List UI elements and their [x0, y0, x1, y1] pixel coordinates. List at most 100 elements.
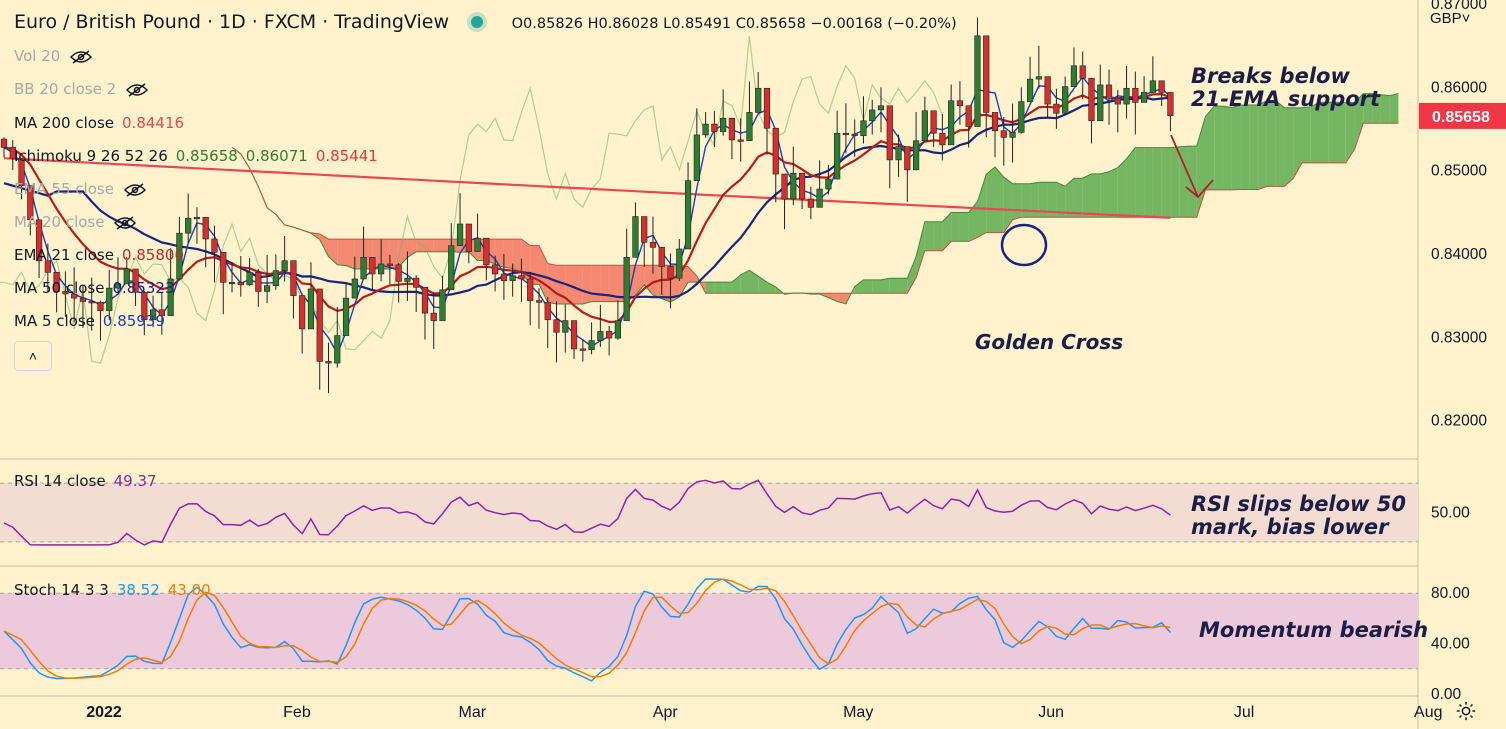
legend-ichimoku[interactable]: Ichimoku 9 26 52 26 0.85658 0.86071 0.85441 — [14, 147, 378, 165]
rsi-line — [3, 479, 1171, 546]
legend-ema55[interactable]: EMA 55 close — [14, 180, 146, 198]
candle-up — [746, 112, 753, 142]
legend-ma50-value: 0.85323 — [112, 279, 175, 297]
price-pane[interactable] — [0, 17, 1418, 567]
legend-ma5[interactable]: MA 5 close 0.85939 — [14, 312, 165, 330]
candle-up — [912, 140, 920, 171]
time-axis[interactable]: 2022 Feb Mar Apr May Jun Jul Aug — [0, 695, 1443, 721]
legend-stoch-label: Stoch 14 3 3 — [14, 581, 109, 599]
cloud-bull-segment — [1038, 182, 1048, 218]
candle-up — [1141, 92, 1148, 103]
legend-stoch-k: 38.52 — [116, 581, 160, 599]
ohlc-close: C0.85658 — [735, 16, 806, 32]
cloud-bull-segment — [1187, 146, 1197, 218]
cloud-bull-segment — [1319, 102, 1329, 163]
cloud-bull-segment — [1012, 183, 1022, 220]
last-price-tag — [1419, 102, 1506, 129]
candle-down — [1158, 80, 1165, 93]
candle-down — [88, 301, 95, 304]
symbol-title[interactable]: Euro / British Pound · 1D · FXCM · Tradi… — [14, 11, 450, 33]
legend-rsi[interactable]: RSI 14 close 49.37 — [14, 472, 157, 490]
collapse-legend-button[interactable]: ˄ — [14, 341, 52, 371]
ohlc-change: −0.00168 (−0.20%) — [810, 16, 957, 32]
eye-off-icon[interactable] — [123, 182, 146, 197]
stoch-band — [0, 593, 1418, 669]
cloud-bull-segment — [1135, 147, 1145, 218]
eye-off-icon[interactable] — [114, 215, 137, 230]
eye-off-icon[interactable] — [70, 49, 93, 64]
candle-up — [378, 263, 385, 275]
cloud-bull-segment — [731, 274, 741, 294]
candle-up — [342, 297, 350, 336]
ohlc-high: H0.86028 — [587, 16, 659, 32]
candle-down — [141, 291, 148, 321]
legend-ichimoku-v1: 0.85658 — [175, 147, 238, 165]
stoch-pane[interactable] — [0, 578, 1418, 682]
candle-up — [1026, 78, 1034, 102]
candle-up — [702, 123, 709, 136]
candle-up — [816, 188, 823, 208]
legend-ma20[interactable]: MA 20 close — [14, 213, 137, 231]
cloud-bull-segment — [907, 256, 917, 294]
legend-vol[interactable]: Vol 20 — [14, 47, 93, 65]
time-tick-label: Feb — [283, 704, 311, 721]
legend-ema21-label: EMA 21 close — [14, 246, 114, 264]
candle-up — [167, 278, 174, 316]
cloud-bull-segment — [740, 270, 750, 294]
cloud-bull-segment — [1047, 182, 1057, 218]
ma200-line — [3, 157, 1171, 219]
cloud-bear-segment — [319, 233, 329, 257]
legend-ma50[interactable]: MA 50 close 0.85323 — [14, 279, 175, 297]
candle-down — [220, 252, 227, 283]
cloud-bear-segment — [512, 239, 522, 273]
cloud-bull-segment — [1389, 93, 1399, 124]
candle-up — [790, 172, 797, 200]
price-axis[interactable]: 0.82000 0.83000 0.84000 0.85000 0.86000 0.870… — [1417, 0, 1506, 729]
candle-down — [570, 320, 578, 350]
candle-up — [562, 320, 569, 333]
price-tick-label: 0.84000 — [1431, 246, 1487, 263]
legend-stoch[interactable]: Stoch 14 3 3 38.52 43.00 — [14, 581, 211, 599]
candle-up — [877, 105, 885, 111]
legend-ema21-value: 0.85800 — [121, 246, 184, 264]
candle-up — [228, 281, 236, 285]
candle-down — [553, 319, 560, 333]
cloud-bull-segment — [749, 270, 759, 294]
annotation-rsi: RSI slips below 50 mark, bias lower — [1191, 493, 1406, 539]
legend-stoch-d: 43.00 — [167, 581, 211, 599]
cloud-bull-segment — [1065, 178, 1074, 218]
cloud-bear-segment — [547, 263, 557, 305]
legend-ma200[interactable]: MA 200 close 0.84416 — [14, 114, 184, 132]
cloud-bear-segment — [837, 293, 846, 304]
rsi-pane[interactable] — [0, 479, 1418, 546]
candle-down — [132, 268, 139, 293]
legend-ema21[interactable]: EMA 21 close 0.85800 — [14, 246, 184, 264]
annotation-breaks-line2: 21-EMA support — [1191, 87, 1381, 111]
candle-down — [535, 300, 543, 303]
chikou-span — [0, 35, 943, 364]
cloud-bear-segment — [688, 266, 697, 283]
chevron-up-icon: ˄ — [28, 348, 38, 364]
stoch-k-line — [3, 578, 1171, 682]
candle-up — [921, 110, 928, 142]
legend-ichimoku-v3: 0.85441 — [315, 147, 378, 165]
cloud-bear-segment — [635, 265, 645, 296]
gear-icon[interactable] — [1455, 700, 1477, 722]
candle-up — [123, 268, 130, 285]
candle-down — [983, 35, 990, 113]
eye-off-icon[interactable] — [126, 82, 149, 97]
legend-bb[interactable]: BB 20 close 2 — [14, 80, 149, 98]
candle-down — [237, 281, 244, 286]
candle-down — [465, 223, 472, 252]
senkou-span-b — [231, 122, 1399, 294]
candle-down — [763, 87, 771, 129]
currency-button[interactable]: GBP˅ — [1430, 10, 1471, 27]
cloud-bull-segment — [1152, 147, 1162, 218]
candle-down — [202, 217, 209, 240]
annotation-breaks: Breaks below 21-EMA support — [1191, 65, 1380, 111]
candle-up — [974, 35, 981, 127]
candle-up — [860, 120, 867, 137]
cloud-bull-segment — [951, 212, 960, 242]
candle-up — [114, 283, 122, 289]
